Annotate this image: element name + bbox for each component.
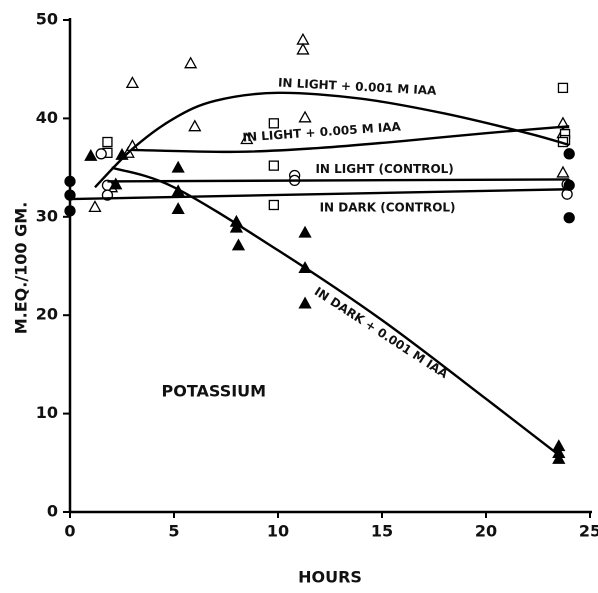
marker — [84, 148, 98, 161]
line-label: IN LIGHT (CONTROL) — [315, 162, 453, 176]
x-tick-label: 10 — [267, 522, 289, 541]
marker — [563, 148, 575, 160]
y-tick-label: 20 — [36, 305, 58, 324]
chart-title: POTASSIUM — [162, 381, 267, 400]
fit-line — [107, 178, 570, 183]
x-tick-label: 25 — [579, 522, 598, 541]
marker — [296, 32, 310, 45]
marker — [64, 205, 76, 217]
line-label: IN DARK + 0.001 M IAA — [312, 284, 451, 381]
x-tick-label: 0 — [64, 522, 75, 541]
fit-line — [132, 125, 570, 154]
marker — [557, 82, 569, 94]
marker — [229, 220, 244, 233]
marker — [171, 202, 185, 214]
marker — [109, 177, 123, 190]
y-tick-label: 40 — [36, 108, 58, 127]
marker — [64, 189, 76, 201]
marker — [298, 110, 312, 123]
fit-line — [69, 188, 570, 201]
marker — [231, 238, 246, 251]
marker — [102, 136, 113, 148]
line-label: IN DARK (CONTROL) — [320, 200, 456, 214]
x-tick-label: 15 — [371, 522, 393, 541]
x-tick-label: 5 — [168, 522, 179, 541]
marker — [296, 42, 310, 55]
marker — [298, 225, 312, 238]
marker — [184, 56, 198, 69]
marker — [240, 132, 254, 145]
fit-line — [111, 166, 560, 456]
line-label: IN LIGHT + 0.005 M IAA — [242, 119, 402, 144]
marker — [95, 148, 107, 160]
marker — [268, 199, 279, 211]
marker — [552, 452, 566, 464]
y-axis-label: M.EQ./100 GM. — [12, 202, 31, 335]
fit-line — [94, 91, 570, 189]
x-tick-label: 20 — [475, 522, 497, 541]
marker — [563, 212, 575, 224]
y-tick-label: 10 — [36, 403, 58, 422]
y-tick-label: 50 — [36, 10, 58, 29]
y-tick-label: 0 — [47, 502, 58, 521]
marker — [268, 160, 279, 171]
marker — [268, 118, 279, 129]
marker — [556, 165, 570, 178]
marker — [188, 119, 202, 132]
y-tick-label: 30 — [36, 206, 58, 225]
marker — [125, 76, 140, 89]
marker — [64, 175, 76, 188]
marker — [171, 160, 185, 173]
x-axis-label: HOURS — [298, 568, 362, 587]
marker — [88, 200, 102, 213]
marker — [298, 296, 312, 309]
